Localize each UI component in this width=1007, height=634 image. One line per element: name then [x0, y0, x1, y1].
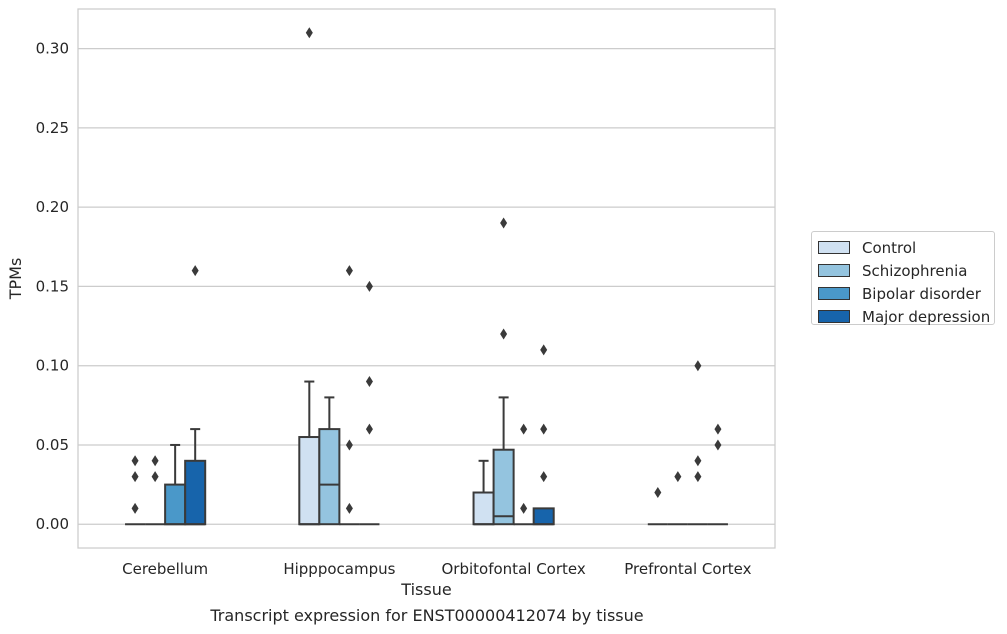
legend-swatch	[818, 264, 850, 277]
gridlines	[78, 48, 775, 525]
outlier-point	[500, 217, 508, 229]
legend-item: Bipolar disorder	[818, 282, 988, 305]
figure-caption: Transcript expression for ENST0000041207…	[210, 606, 644, 625]
outlier-point	[151, 471, 159, 483]
outlier-point	[694, 360, 702, 372]
outlier-point	[365, 376, 373, 388]
y-tick-label: 0.00	[36, 515, 69, 533]
y-tick-label: 0.05	[36, 436, 69, 454]
box	[472, 491, 495, 526]
y-tick-label: 0.15	[36, 277, 69, 295]
legend-item: Schizophrenia	[818, 259, 988, 282]
y-tick-label: 0.25	[36, 119, 69, 137]
outlier-point	[305, 27, 313, 39]
outlier-point	[540, 423, 548, 435]
y-tick-label: 0.20	[36, 198, 69, 216]
outlier-point	[191, 265, 199, 277]
y-axis-label: TPMs	[6, 258, 25, 301]
legend-item: Major depression	[818, 305, 991, 328]
outlier-point	[540, 471, 548, 483]
axes: 0.00 0.05 0.10 0.15 0.20 0.25 0.30 Cerebellum Hi…	[36, 40, 752, 578]
outlier-point	[714, 439, 722, 451]
legend: Control Schizophrenia Bipolar disorder Majo…	[811, 231, 995, 328]
outlier-point	[151, 455, 159, 467]
outlier-point	[345, 265, 353, 277]
outlier-point	[654, 487, 662, 499]
y-tick-label: 0.30	[36, 40, 69, 58]
outlier-point	[131, 455, 139, 467]
box	[318, 428, 341, 526]
x-tick-label: Cerebellum	[122, 560, 208, 578]
box	[298, 436, 321, 526]
box	[492, 448, 515, 526]
outlier-point	[131, 471, 139, 483]
outlier-point	[520, 423, 528, 435]
outlier-point	[131, 502, 139, 514]
outlier-point	[694, 471, 702, 483]
x-tick-label: Orbitofontal Cortex	[442, 560, 586, 578]
legend-label: Schizophrenia	[862, 261, 968, 280]
outlier-point	[540, 344, 548, 356]
outlier-point	[345, 439, 353, 451]
x-tick-label: Prefrontal Cortex	[624, 560, 751, 578]
outlier-point	[714, 423, 722, 435]
legend-label: Bipolar disorder	[862, 284, 981, 303]
y-tick-label: 0.10	[36, 357, 69, 375]
outlier-point	[365, 423, 373, 435]
box-marks	[125, 27, 728, 526]
outlier-point	[520, 502, 528, 514]
outlier-point	[694, 455, 702, 467]
outlier-point	[345, 502, 353, 514]
x-axis-label: Tissue	[400, 580, 451, 599]
legend-swatch	[818, 287, 850, 300]
box	[164, 483, 187, 526]
outlier-point	[500, 328, 508, 340]
legend-swatch	[818, 310, 850, 323]
x-tick-label: Hipppocampus	[283, 560, 395, 578]
legend-swatch	[818, 241, 850, 254]
plot-frame	[77, 8, 776, 549]
legend-label: Major depression	[862, 307, 991, 326]
legend-item: Control	[818, 236, 988, 259]
box	[532, 507, 555, 526]
outlier-point	[365, 280, 373, 292]
box	[184, 459, 207, 526]
outlier-point	[674, 471, 682, 483]
legend-label: Control	[862, 238, 917, 257]
